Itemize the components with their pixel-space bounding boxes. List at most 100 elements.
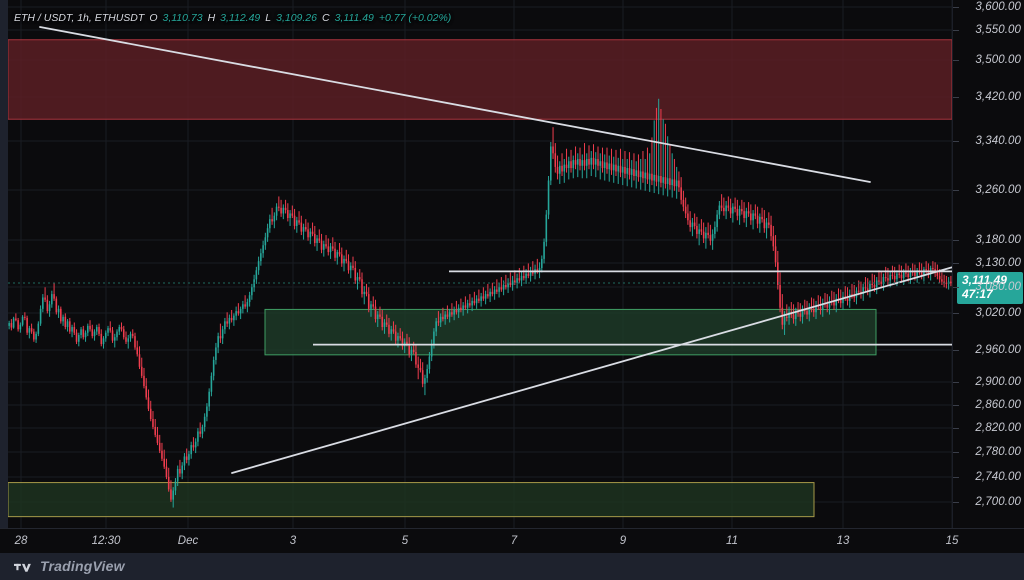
candle-body [44, 297, 46, 300]
price-tick-label: 3,420.00 [975, 91, 1021, 103]
candle-body [199, 431, 201, 434]
candle-body [896, 273, 898, 280]
candle-body [206, 406, 208, 417]
candle-body [696, 225, 698, 234]
candle-body [669, 178, 671, 186]
candle-body [64, 316, 67, 328]
resistance-zone[interactable] [8, 39, 952, 120]
candle-body [543, 241, 545, 259]
candle-body [516, 278, 518, 283]
accumulation-zone[interactable] [8, 482, 815, 518]
candle-body [630, 169, 633, 175]
price-tick-label: 3,130.00 [975, 257, 1021, 269]
candle-body [808, 307, 811, 315]
legend-symbol[interactable]: ETH / USDT, 1h, ETHUSDT [14, 12, 145, 24]
candle-body [394, 331, 397, 341]
candle-body [628, 168, 631, 175]
candle-body [608, 163, 611, 170]
time-axis[interactable]: 28 12:30 Dec 3 5 7 9 11 13 15 [0, 528, 1024, 553]
price-axis[interactable]: 3,111.49 47:17 3,600.00 3,550.00 3,500.00 3… [952, 0, 1024, 528]
price-tick-label: 3,180.00 [975, 234, 1021, 246]
price-tick-label: 3,340.00 [975, 135, 1021, 147]
time-tick-label: 9 [619, 535, 627, 547]
price-pane[interactable] [8, 0, 952, 528]
candle-body [188, 454, 190, 460]
candle-body [367, 294, 370, 309]
candle-body [682, 199, 685, 207]
tradingview-logo: TradingView [14, 558, 125, 574]
candle-body [156, 434, 159, 443]
candle-body [687, 213, 689, 221]
candle-body [10, 323, 13, 328]
candle-body [833, 302, 835, 306]
candle-body [37, 323, 40, 334]
candle-body [8, 323, 10, 326]
candle-body [104, 332, 107, 339]
candle-body [246, 302, 249, 307]
candle-body [909, 271, 912, 278]
candle-body [871, 283, 874, 286]
candle-body [561, 165, 563, 172]
candle-body [345, 258, 348, 262]
chart-canvas[interactable] [8, 0, 952, 528]
candle-body [723, 207, 725, 212]
candle-body [446, 314, 449, 317]
candle-body [862, 287, 865, 295]
candle-body [887, 278, 889, 281]
candle-body [57, 308, 60, 313]
candle-body [376, 314, 379, 320]
candle-body [891, 274, 894, 276]
time-tick-label: 7 [510, 535, 518, 547]
candle-body [484, 294, 487, 299]
candle-body [462, 305, 464, 310]
candle-body [300, 222, 303, 232]
candle-body [550, 146, 552, 181]
candle-body [435, 321, 437, 332]
candle-body [417, 364, 419, 368]
demand-zone[interactable] [264, 308, 877, 356]
price-tick-label: 3,020.00 [975, 307, 1021, 319]
candle-body [875, 280, 878, 288]
candle-body [770, 224, 772, 237]
candle-body [545, 214, 548, 242]
candle-body [453, 309, 455, 315]
candle-body [80, 329, 82, 335]
candle-body [107, 328, 109, 333]
candle-body [698, 229, 700, 234]
candle-body [505, 285, 507, 288]
candle-body [812, 308, 815, 313]
ascending-trendline[interactable] [231, 265, 952, 474]
candle-body [655, 174, 658, 182]
candle-body [925, 269, 927, 271]
candle-body [75, 332, 78, 342]
candle-body [448, 312, 451, 317]
candle-body [612, 164, 615, 171]
candle-body [93, 331, 96, 337]
candle-body [725, 205, 727, 212]
candle-body [134, 336, 136, 348]
candle-body [496, 289, 498, 292]
candle-body [583, 160, 586, 166]
candle-body [848, 294, 851, 301]
candle-body [262, 245, 264, 254]
time-tick-label: 13 [836, 535, 850, 547]
candle-body [30, 328, 33, 332]
candle-body [408, 344, 410, 355]
candle-body [554, 153, 557, 167]
candle-body [331, 246, 334, 249]
candle-body [203, 416, 206, 427]
candle-body [648, 173, 651, 180]
candle-body [167, 476, 170, 490]
candle-body [541, 258, 543, 268]
candle-body [893, 275, 896, 280]
candle-body [152, 418, 154, 427]
candle-body [857, 290, 860, 292]
candle-body [563, 164, 566, 172]
legend-change: +0.77 (+0.02%) [378, 12, 452, 24]
descending-trendline[interactable] [39, 26, 871, 183]
price-tick-label: 3,080.00 [975, 281, 1021, 293]
candle-body [639, 171, 642, 178]
candle-body [673, 179, 676, 187]
candle-body [352, 265, 354, 268]
